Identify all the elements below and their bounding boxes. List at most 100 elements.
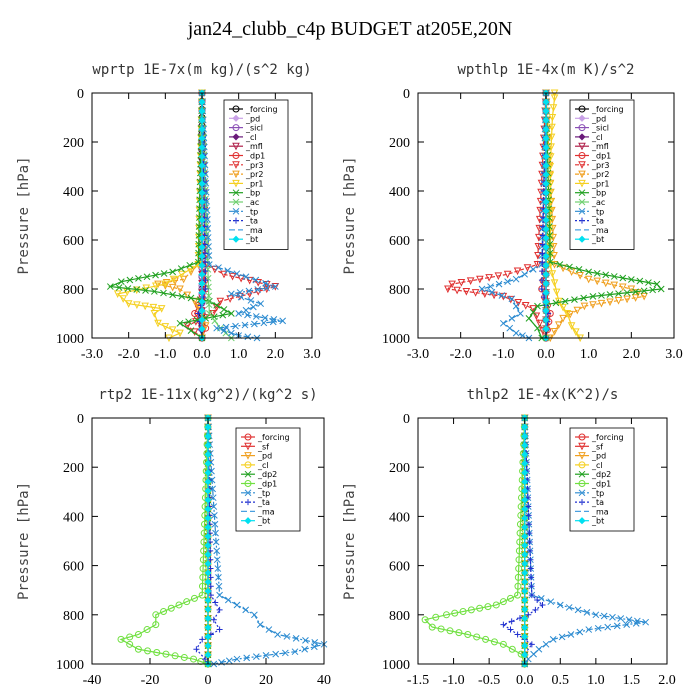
data-point <box>212 599 219 606</box>
data-point <box>464 630 472 638</box>
data-point <box>542 640 550 648</box>
data-point <box>178 270 186 279</box>
legend-marker <box>232 207 240 215</box>
x-tick-label: 2.0 <box>623 347 641 362</box>
data-point <box>515 556 523 564</box>
legend-marker <box>244 452 252 460</box>
data-point <box>525 521 532 528</box>
data-point <box>592 611 600 619</box>
data-point <box>235 310 243 317</box>
data-point <box>201 322 210 330</box>
data-point <box>219 311 227 319</box>
data-point <box>177 265 185 272</box>
data-point <box>649 286 657 294</box>
data-point <box>521 623 529 632</box>
data-point <box>508 645 516 653</box>
legend-label: _sicl <box>245 124 263 133</box>
legend-label: _tp <box>257 489 270 498</box>
data-point <box>542 143 550 152</box>
data-point <box>534 302 541 310</box>
data-point <box>539 601 546 608</box>
data-point <box>542 325 550 333</box>
data-point <box>535 645 543 653</box>
data-point <box>514 573 522 581</box>
data-point <box>446 627 454 635</box>
data-point <box>552 299 560 307</box>
data-point <box>242 273 250 281</box>
data-point <box>204 560 212 568</box>
data-point <box>198 261 206 269</box>
data-point <box>623 621 631 628</box>
legend-label: _ac <box>245 198 259 207</box>
data-point <box>213 556 221 564</box>
x-tick-label: 1.0 <box>587 673 605 688</box>
x-tick-label: -20 <box>141 673 160 688</box>
data-point <box>521 450 529 459</box>
data-point <box>227 290 235 298</box>
series-pr1 <box>113 89 206 343</box>
x-tick-label: -2.0 <box>118 347 140 362</box>
data-point <box>535 224 544 233</box>
data-point <box>547 133 556 142</box>
data-point <box>216 606 223 613</box>
data-point <box>428 623 436 631</box>
data-point <box>521 432 529 440</box>
data-point <box>198 225 206 233</box>
data-point <box>204 578 212 586</box>
data-point <box>245 276 254 285</box>
data-point <box>198 316 206 324</box>
data-point <box>589 292 597 300</box>
data-point <box>215 574 222 581</box>
data-point <box>613 622 621 630</box>
data-point <box>528 574 535 581</box>
data-point <box>204 450 212 459</box>
data-point <box>539 232 546 239</box>
data-point <box>204 478 212 486</box>
data-point <box>576 628 584 636</box>
data-point <box>457 278 466 287</box>
y-tick-label: 0 <box>403 412 410 427</box>
x-tick-label: 20 <box>259 673 273 688</box>
legend-marker <box>232 124 240 132</box>
legend-marker <box>232 114 240 122</box>
figure-title: jan24_clubb_c4p BUDGET at205E,20N <box>187 18 513 40</box>
legend-label: _dp1 <box>591 480 611 489</box>
data-point <box>567 322 576 330</box>
data-point <box>252 276 260 284</box>
panel-title: wpthlp 1E-4x(m K)/s^2 <box>457 62 634 78</box>
legend-label: _bt <box>591 235 604 244</box>
y-axis-label: Pressure [hPa] <box>16 482 32 600</box>
data-point <box>576 272 584 280</box>
data-point <box>117 278 125 286</box>
data-point <box>249 303 257 311</box>
data-point <box>198 198 206 206</box>
legend-label: _dp1 <box>245 152 265 161</box>
data-point <box>204 505 212 513</box>
y-axis-label: Pressure [hPa] <box>342 156 358 274</box>
data-point <box>245 287 253 295</box>
data-point <box>126 276 134 284</box>
x-tick-label: -1.0 <box>442 673 464 688</box>
data-point <box>481 290 489 299</box>
data-point <box>224 267 232 274</box>
x-tick-label: 0.0 <box>516 673 534 688</box>
data-point <box>521 614 529 623</box>
series-bt <box>542 89 550 342</box>
data-point <box>521 302 530 310</box>
data-point <box>534 251 542 260</box>
data-point <box>202 250 208 257</box>
legend-marker <box>578 489 586 497</box>
y-tick-label: 200 <box>63 136 84 151</box>
legend-marker <box>578 142 586 151</box>
data-point <box>198 582 206 590</box>
y-tick-label: 600 <box>63 234 84 249</box>
legend-box <box>569 427 635 532</box>
series-line <box>157 92 207 339</box>
data-point <box>538 277 545 284</box>
x-tick-label: -40 <box>83 673 102 688</box>
data-point <box>149 303 158 312</box>
data-point <box>542 125 550 133</box>
data-point <box>521 523 529 531</box>
data-point <box>179 275 188 284</box>
